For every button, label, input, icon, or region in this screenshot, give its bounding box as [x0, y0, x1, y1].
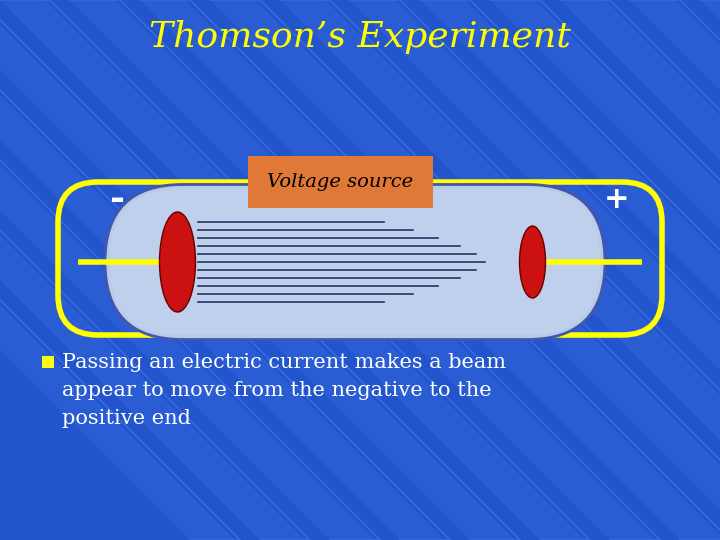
- Polygon shape: [140, 0, 720, 540]
- Text: Voltage source: Voltage source: [267, 173, 413, 191]
- Polygon shape: [350, 0, 720, 540]
- Polygon shape: [0, 0, 235, 540]
- Polygon shape: [0, 0, 585, 540]
- Text: positive end: positive end: [62, 408, 191, 428]
- Polygon shape: [0, 0, 305, 540]
- Polygon shape: [210, 0, 720, 540]
- Polygon shape: [70, 0, 655, 540]
- Text: -: -: [110, 183, 125, 217]
- Text: appear to move from the negative to the: appear to move from the negative to the: [62, 381, 492, 400]
- Text: Thomson’s Experiment: Thomson’s Experiment: [149, 20, 571, 54]
- Polygon shape: [490, 0, 720, 540]
- Polygon shape: [280, 0, 720, 540]
- Text: +: +: [604, 186, 630, 214]
- Polygon shape: [630, 0, 720, 540]
- Bar: [42, 356, 54, 368]
- Polygon shape: [0, 0, 515, 540]
- FancyBboxPatch shape: [248, 156, 433, 208]
- Polygon shape: [420, 0, 720, 540]
- FancyBboxPatch shape: [105, 185, 605, 340]
- Polygon shape: [0, 0, 445, 540]
- FancyBboxPatch shape: [110, 190, 600, 334]
- Ellipse shape: [160, 212, 196, 312]
- Polygon shape: [700, 0, 720, 540]
- Polygon shape: [0, 0, 375, 540]
- Ellipse shape: [520, 226, 546, 298]
- Text: Passing an electric current makes a beam: Passing an electric current makes a beam: [62, 353, 506, 372]
- Polygon shape: [560, 0, 720, 540]
